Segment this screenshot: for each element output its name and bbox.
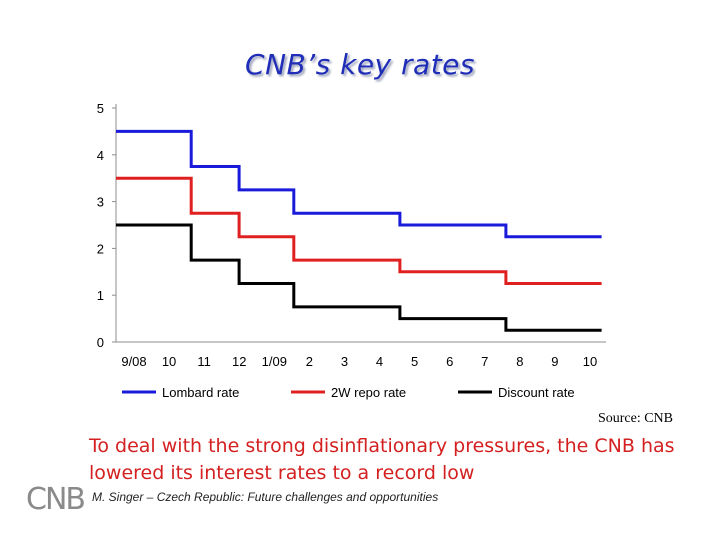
slide-title: CNB’s key rates — [245, 48, 475, 81]
x-tick-label: 12 — [232, 354, 246, 369]
x-tick-label: 9/08 — [121, 354, 146, 369]
x-tick-label: 7 — [481, 354, 488, 369]
x-tick-label: 10 — [162, 354, 176, 369]
x-tick-label: 5 — [411, 354, 418, 369]
y-tick-label: 5 — [97, 101, 104, 116]
caption-text: To deal with the strong disinflationary … — [89, 435, 675, 484]
y-tick-label: 4 — [97, 148, 104, 163]
series-line-1 — [116, 176, 602, 285]
y-tick-label: 2 — [97, 241, 104, 256]
source-note: Source: CNB — [597, 411, 673, 426]
x-tick-label: 8 — [516, 354, 523, 369]
x-tick-label: 6 — [446, 354, 453, 369]
y-tick-label: 0 — [97, 335, 104, 350]
x-tick-label: 11 — [197, 354, 211, 369]
series-layer — [116, 129, 602, 332]
series-line-0 — [116, 129, 602, 239]
footer-text: M. Singer – Czech Republic: Future chall… — [92, 490, 439, 504]
x-tick-labels: 9/08 10 11 12 1/09 2 3 4 5 6 7 8 9 10 — [121, 354, 597, 369]
x-tick-label: 3 — [341, 354, 348, 369]
legend-label: Discount rate — [498, 385, 575, 400]
x-tick-label: 10 — [583, 354, 597, 369]
x-tick-label: 4 — [376, 354, 383, 369]
chart-legend: Lombard rate 2W repo rate Discount rate — [122, 385, 575, 400]
y-tick-labels: 0 1 2 3 4 5 — [97, 101, 116, 350]
cnb-logo: CNB — [26, 482, 86, 517]
chart-axes — [115, 104, 606, 343]
y-tick-label: 3 — [97, 195, 104, 210]
series-line-2 — [116, 223, 602, 332]
legend-label: 2W repo rate — [331, 385, 406, 400]
x-tick-label: 2 — [306, 354, 313, 369]
x-tick-label: 9 — [551, 354, 558, 369]
x-tick-label: 1/09 — [262, 354, 287, 369]
legend-label: Lombard rate — [162, 385, 239, 400]
y-tick-label: 1 — [97, 288, 104, 303]
